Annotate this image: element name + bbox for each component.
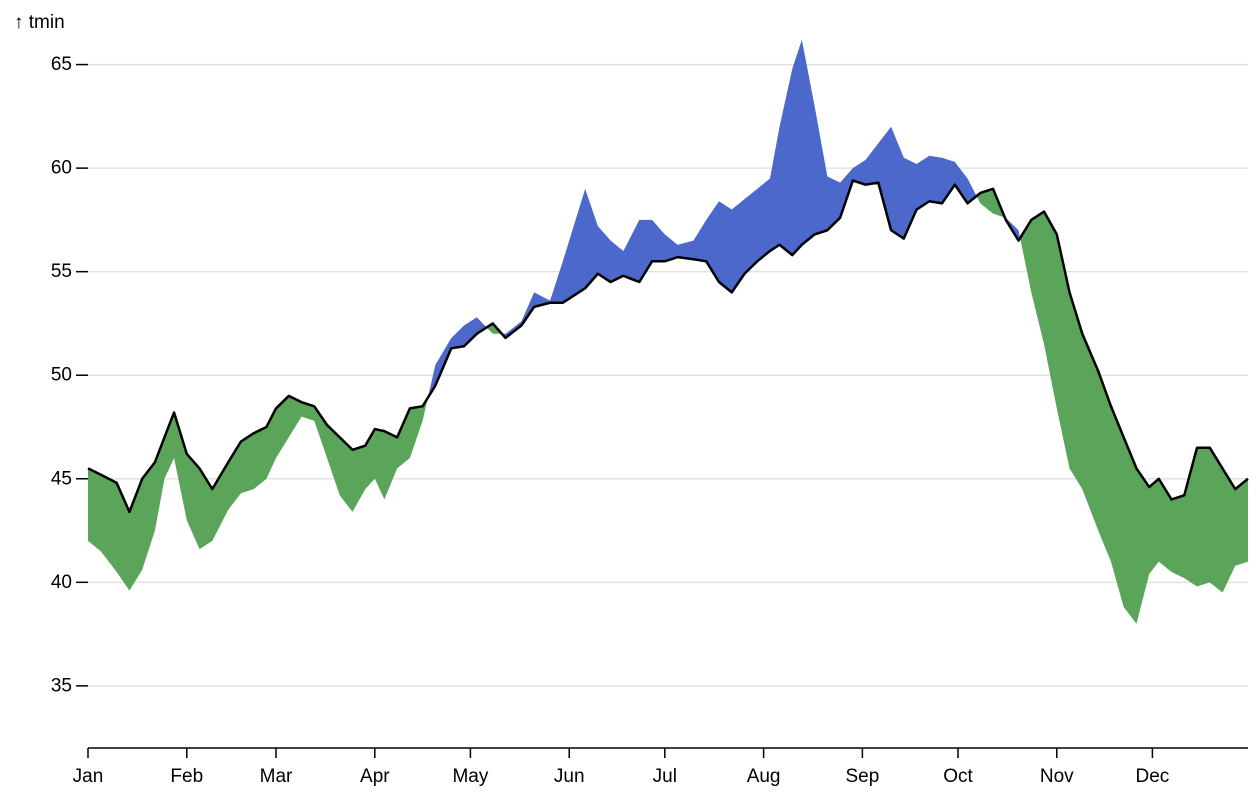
- x-tick-label-oct: Oct: [943, 766, 973, 787]
- x-tick-label-may: May: [452, 766, 488, 787]
- difference-areas: [88, 39, 1248, 624]
- y-gridlines: [88, 63, 1248, 687]
- y-tick-label-65: 65: [51, 54, 72, 75]
- x-tick-label-jul: Jul: [653, 766, 677, 787]
- y-axis-title: ↑ tmin: [14, 12, 65, 33]
- x-tick-label-apr: Apr: [360, 766, 390, 787]
- x-axis: Jan Feb Mar Apr May Jun Jul Aug Sep Oct Nov Dec: [73, 747, 1248, 787]
- area-below: [88, 180, 1248, 624]
- x-tick-label-jun: Jun: [554, 766, 585, 787]
- x-tick-label-mar: Mar: [260, 766, 293, 787]
- y-axis: 35 40 45 50 55 60 65: [51, 54, 88, 696]
- x-tick-label-sep: Sep: [845, 766, 879, 787]
- x-tick-label-nov: Nov: [1040, 766, 1074, 787]
- line-layer: [87, 179, 1249, 514]
- x-tick-label-aug: Aug: [747, 766, 781, 787]
- y-tick-label-50: 50: [51, 365, 72, 386]
- y-tick-label-55: 55: [51, 261, 72, 282]
- y-tick-label-40: 40: [51, 572, 72, 593]
- y-tick-label-60: 60: [51, 158, 72, 179]
- x-tick-label-dec: Dec: [1135, 766, 1169, 787]
- x-tick-label-feb: Feb: [170, 766, 203, 787]
- series-line: [87, 179, 1249, 514]
- x-tick-label-jan: Jan: [73, 766, 104, 787]
- y-tick-label-45: 45: [51, 468, 72, 489]
- y-tick-label-35: 35: [51, 675, 72, 696]
